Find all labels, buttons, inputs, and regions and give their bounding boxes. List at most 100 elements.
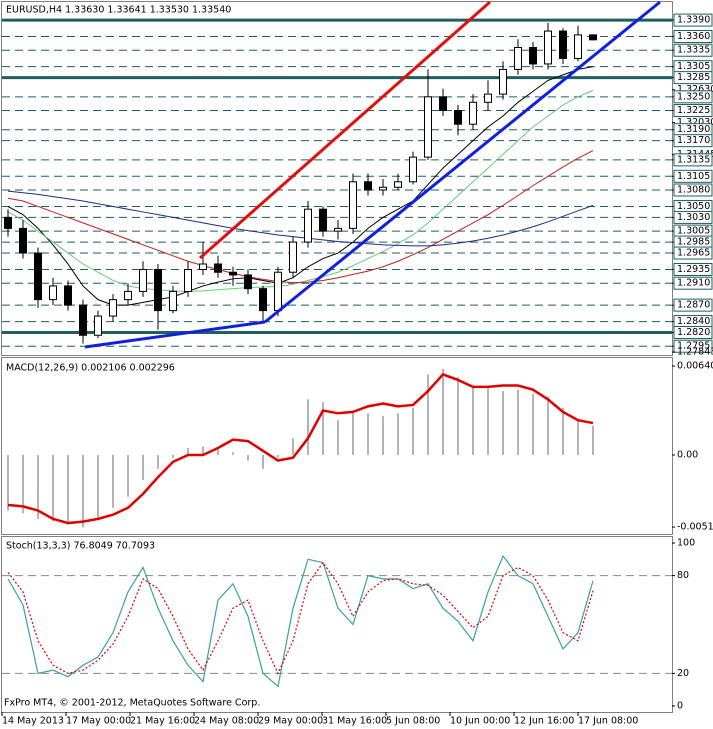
candle-body (484, 93, 492, 103)
y-tick-label: 1.3225 (677, 105, 710, 116)
candle-body (229, 271, 237, 276)
candle-body (364, 181, 372, 191)
macd-bar (397, 413, 399, 455)
y-tick-label: 1.2870 (677, 300, 710, 311)
indicator-line (7, 66, 594, 306)
y-tick-label: 1.27843 (677, 347, 713, 358)
indicator-line (7, 372, 594, 525)
candle-body (574, 34, 582, 59)
x-tick-label: 29 May 00:00 (258, 716, 323, 727)
indicator-line (7, 150, 594, 284)
candle-body (19, 227, 27, 254)
candle-body (94, 315, 102, 336)
macd-bar (262, 454, 264, 469)
y-tick-label: 1.2795 (677, 341, 710, 352)
x-tick-label: 12 Jun 16:00 (514, 716, 574, 727)
level-label-box (673, 13, 713, 27)
candle-body (349, 181, 357, 229)
y-tick-label: 1.32630 (677, 84, 713, 95)
candle-body (154, 268, 162, 312)
macd-bar (337, 420, 339, 455)
level-label-box (673, 298, 713, 312)
candle-body (409, 156, 417, 183)
macd-bar (142, 454, 144, 480)
candle-body (259, 288, 267, 312)
macd-bar (577, 418, 579, 455)
candle-body (184, 268, 192, 292)
level-label-box (673, 30, 713, 44)
level-label-box (673, 169, 713, 183)
y-tick-label: 1.3050 (677, 201, 710, 212)
macd-bar (457, 377, 459, 455)
y-tick-label: 1.3190 (677, 124, 710, 135)
candle-body (199, 263, 207, 270)
trend-line (199, 0, 491, 260)
candle-body (394, 181, 402, 188)
candle-body (34, 252, 42, 301)
level-label-box (673, 183, 713, 197)
y-tick-label: 80 (677, 570, 689, 581)
macd-bar (112, 454, 114, 508)
x-tick-label: 21 May 16:00 (130, 716, 195, 727)
macd-bar (592, 425, 594, 455)
x-tick-label: 31 May 16:00 (322, 716, 387, 727)
y-tick-label: 1.2840 (677, 316, 710, 327)
y-tick-label: 1.3105 (677, 171, 710, 182)
candle-body (304, 208, 312, 243)
candle-body (109, 299, 117, 317)
macd-bar (412, 407, 414, 455)
level-label-box (673, 326, 713, 340)
y-tick-label: 1.32030 (677, 117, 713, 128)
candle-body (49, 285, 57, 301)
level-label-box (673, 153, 713, 167)
macd-bar (427, 374, 429, 455)
y-tick-label: 1.3135 (677, 154, 710, 165)
y-tick-label: 20 (677, 668, 689, 679)
x-tick-label: 17 May 00:00 (66, 716, 131, 727)
price-pane (1, 1, 673, 356)
indicator-line (7, 190, 594, 247)
y-tick-label: 1.3250 (677, 91, 710, 102)
candle-body (124, 290, 132, 301)
plot-layer: 1.33901.33601.33351.33051.32851.326301.3… (2, 13, 713, 711)
macd-bar (7, 454, 9, 511)
macd-bar (172, 454, 174, 458)
macd-bar (292, 438, 294, 455)
candle-body (559, 30, 567, 59)
macd-bar (82, 454, 84, 528)
macd-bar (367, 413, 369, 455)
stoch-title: Stoch(13,3,3) 76.8049 70.7093 (6, 541, 155, 552)
level-label-box (673, 246, 713, 260)
y-tick-label: 1.2965 (677, 248, 710, 259)
macd-bar (202, 446, 204, 455)
macd-bar (232, 452, 234, 455)
y-tick-label: 1.3285 (677, 72, 710, 83)
macd-bar (247, 454, 249, 461)
candle-body (439, 96, 447, 112)
macd-bar (52, 454, 54, 522)
y-tick-label: 1.2820 (677, 327, 710, 338)
level-label-box (673, 104, 713, 118)
macd-bar (322, 402, 324, 455)
candle-body (514, 46, 522, 70)
macd-bar (307, 399, 309, 455)
macd-title: MACD(12,26,9) 0.002106 0.002296 (6, 363, 175, 374)
x-tick-label: 24 May 08:00 (194, 716, 259, 727)
macd-bar (277, 454, 279, 458)
y-tick-label: 1.3170 (677, 135, 710, 146)
stoch-pane (1, 536, 673, 713)
candle-body (169, 290, 177, 312)
level-label-box (673, 262, 713, 276)
candle-body (334, 227, 342, 232)
y-tick-label: 1.3335 (677, 45, 710, 56)
y-tick-label: 0 (677, 700, 683, 711)
candle-body (79, 304, 87, 336)
level-label-box (673, 134, 713, 148)
candle-body (529, 46, 537, 65)
macd-bar (442, 368, 444, 455)
macd-bar (472, 385, 474, 455)
candle-body (589, 34, 597, 41)
macd-bar (562, 407, 564, 455)
x-tick-label: 5 Jun 08:00 (386, 716, 440, 727)
